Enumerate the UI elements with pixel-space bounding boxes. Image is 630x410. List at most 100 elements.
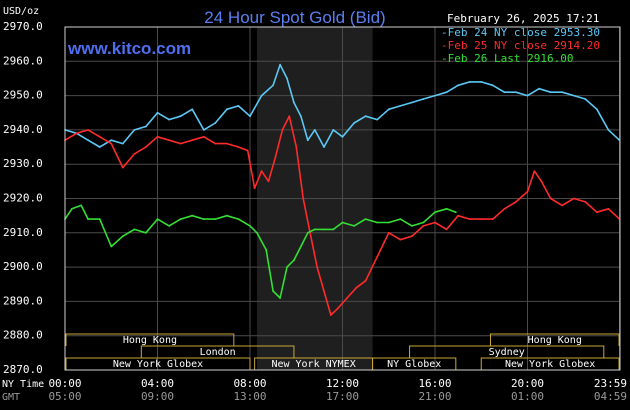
price-point [468,81,471,83]
price-point [249,225,251,227]
y-tick-label: 2870.0 [3,363,43,376]
price-point [491,218,494,221]
price-point [272,290,274,292]
price-point [411,101,413,104]
x-tick-label-gmt: 05:00 [48,390,81,403]
price-point [596,108,598,111]
price-point [313,228,316,231]
price-point [237,105,240,107]
session-bar [490,333,620,346]
session-label: Hong Kong [528,335,582,346]
price-point [98,135,101,138]
y-tick-label: 2920.0 [3,192,43,205]
price-point [133,153,136,155]
price-point [387,108,390,111]
price-point [346,297,348,299]
price-point [306,139,309,142]
x-tick-label-gmt: 21:00 [418,390,451,403]
price-point [156,135,159,138]
price-point [226,108,228,111]
price-point [355,286,358,289]
price-point [75,132,78,135]
price-point [399,218,402,221]
price-point [145,231,147,234]
price-point [538,87,540,90]
price-point [411,235,413,238]
price-point [364,115,367,118]
price-point [323,146,325,148]
price-point [246,149,249,152]
price-point [98,146,101,148]
price-line-series-3 [64,204,457,299]
session-label: New York Globex [505,359,595,370]
price-point [214,218,217,221]
price-point [110,245,113,248]
price-point [288,115,291,118]
price-point [168,118,171,121]
legend-entry: -Feb 24 NY close 2953.30 [441,26,600,39]
price-point [293,101,295,104]
price-point [503,207,506,210]
price-point [503,91,506,94]
price-point [286,77,288,80]
price-point [98,218,101,221]
plot-frame [64,26,621,371]
price-point [87,139,89,142]
price-point [279,297,281,299]
session-bar [372,357,457,370]
price-point [274,156,277,159]
price-point [267,180,270,183]
price-point [332,129,335,131]
price-point [526,94,529,97]
price-point [480,81,483,83]
price-point [353,225,355,227]
price-point [584,201,587,203]
price-point [179,142,182,145]
gmt-row-label: GMT [2,392,20,403]
x-tick-label-gmt: 09:00 [141,390,174,403]
price-point [145,146,147,148]
price-point [71,207,73,210]
price-line-series-2 [64,115,621,316]
price-point [260,94,263,97]
session-label: New York Globex [113,359,203,370]
price-point [156,111,159,114]
ny-time-row-label: NY Time [2,379,44,390]
y-tick-label: 2930.0 [3,157,43,170]
price-point [422,225,425,227]
price-point [168,225,171,227]
x-tick-label-gmt: 17:00 [326,390,359,403]
legend-entry: -Feb 26 Last 2916.00 [441,52,573,65]
price-point [87,218,89,221]
session-label: Sydney [489,347,525,358]
price-point [226,214,228,217]
x-tick-label-ny: 20:00 [511,377,544,390]
price-point [313,129,316,131]
session-bar [65,333,235,346]
price-point [249,115,251,118]
price-point [515,201,517,203]
price-point [295,146,298,148]
price-point [302,197,305,200]
price-point [226,142,228,145]
price-point [376,255,379,258]
y-tick-label: 2950.0 [3,89,43,102]
x-tick-label-ny: 04:00 [141,377,174,390]
price-point [87,129,89,131]
price-point [445,91,448,94]
price-point [533,170,536,173]
price-point [572,197,575,200]
price-point [480,218,483,221]
price-point [323,290,325,292]
price-point [607,207,610,210]
price-point [549,91,552,94]
price-point [364,218,367,221]
price-point [237,146,240,148]
unit-label: USD/oz [3,6,39,17]
price-point [237,218,240,221]
price-point [272,84,274,87]
price-point [179,115,182,118]
price-point [434,211,436,214]
price-point [445,228,448,231]
